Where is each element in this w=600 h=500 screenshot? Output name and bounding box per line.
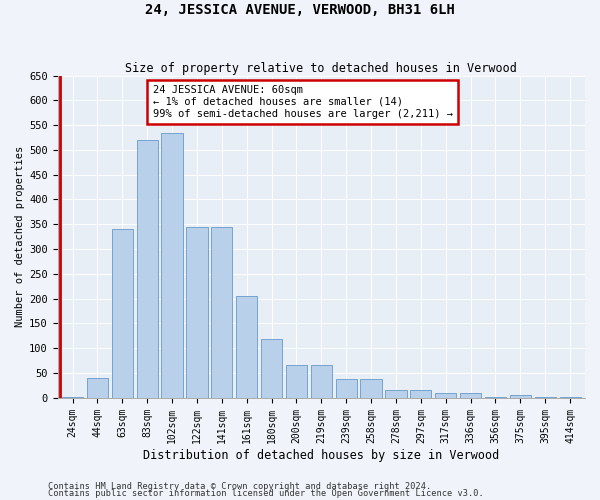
Text: 24 JESSICA AVENUE: 60sqm
← 1% of detached houses are smaller (14)
99% of semi-de: 24 JESSICA AVENUE: 60sqm ← 1% of detache… (152, 86, 452, 118)
Bar (335, 380, 357, 398)
Bar (62, 396, 83, 398)
Bar (435, 392, 456, 398)
Bar (137, 140, 158, 398)
Bar (560, 396, 581, 398)
Text: Contains public sector information licensed under the Open Government Licence v3: Contains public sector information licen… (48, 490, 484, 498)
Bar (187, 226, 208, 398)
Bar (311, 366, 332, 398)
Bar (410, 390, 431, 398)
Text: 24, JESSICA AVENUE, VERWOOD, BH31 6LH: 24, JESSICA AVENUE, VERWOOD, BH31 6LH (145, 2, 455, 16)
Bar (485, 396, 506, 398)
Bar (112, 229, 133, 398)
Bar (211, 226, 232, 398)
Bar (535, 396, 556, 398)
Bar (286, 366, 307, 398)
Bar (361, 380, 382, 398)
Y-axis label: Number of detached properties: Number of detached properties (15, 146, 25, 327)
Bar (385, 390, 407, 398)
Bar (510, 395, 531, 398)
X-axis label: Distribution of detached houses by size in Verwood: Distribution of detached houses by size … (143, 450, 499, 462)
Bar (460, 392, 481, 398)
Title: Size of property relative to detached houses in Verwood: Size of property relative to detached ho… (125, 62, 517, 74)
Bar (261, 339, 282, 398)
Bar (87, 378, 108, 398)
Bar (236, 296, 257, 398)
Bar (161, 132, 182, 398)
Text: Contains HM Land Registry data © Crown copyright and database right 2024.: Contains HM Land Registry data © Crown c… (48, 482, 431, 491)
